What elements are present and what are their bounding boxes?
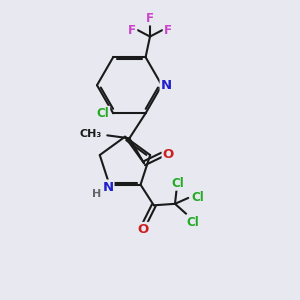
Text: O: O bbox=[163, 148, 174, 161]
Text: N: N bbox=[160, 79, 172, 92]
Text: CH₃: CH₃ bbox=[79, 129, 101, 139]
Text: F: F bbox=[164, 24, 172, 37]
Text: O: O bbox=[138, 223, 149, 236]
Text: F: F bbox=[146, 11, 154, 25]
Text: Cl: Cl bbox=[97, 107, 109, 120]
Text: F: F bbox=[128, 24, 136, 37]
Text: H: H bbox=[92, 189, 102, 199]
Text: Cl: Cl bbox=[191, 191, 204, 204]
Text: Cl: Cl bbox=[172, 177, 184, 190]
Text: Cl: Cl bbox=[186, 216, 199, 229]
Text: N: N bbox=[102, 181, 113, 194]
